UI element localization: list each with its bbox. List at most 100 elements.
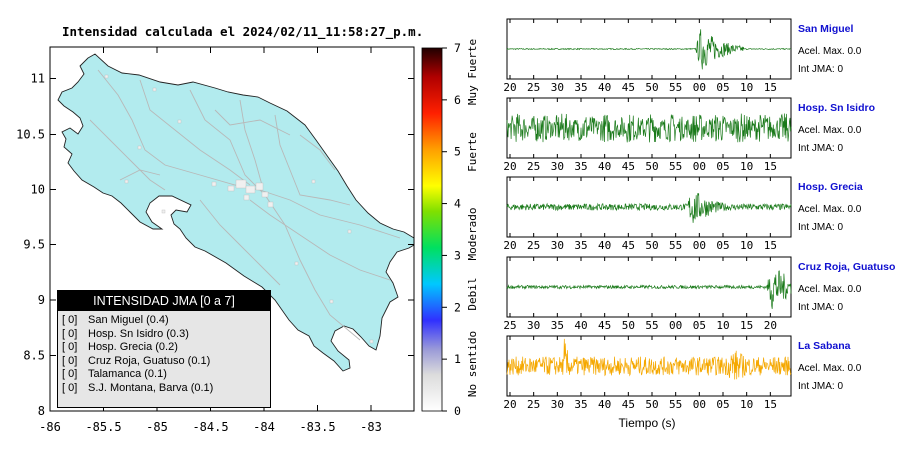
map-y-tick-label: 9 [38, 293, 45, 307]
waveform-tick-label: 55 [669, 398, 682, 411]
colorbar-tick-label: 6 [454, 93, 461, 107]
map-title: Intensidad calculada el 2024/02/11_11:58… [62, 24, 424, 39]
map-x-tick-label: -86 [39, 420, 61, 434]
waveform-tick-label: 30 [551, 239, 564, 252]
station-accel: Acel. Max. 0.0 [798, 204, 862, 215]
map-x-tick-label: -85 [146, 420, 168, 434]
waveform-tick-label: 10 [740, 160, 753, 173]
legend-item: [ 0] San Miguel (0.4) [62, 314, 270, 328]
waveform-tick-label: 05 [716, 398, 729, 411]
waveform-tick-label: 45 [622, 239, 635, 252]
waveform-tick-label: 40 [574, 319, 587, 332]
waveform-tick-label: 10 [740, 398, 753, 411]
waveform-tick-label: 00 [693, 160, 706, 173]
waveform-tick-label: 25 [503, 319, 516, 332]
colorbar-tick-label: 4 [454, 197, 461, 211]
map-x-axis: -86 -85.5 -85 -84.5 -84 -83.5 -83 [39, 47, 382, 434]
colorbar-category-label: Muy Fuerte [466, 39, 479, 105]
legend-item-label: Cruz Roja, Guatuso (0.1) [88, 354, 211, 367]
waveform-tick-label: 30 [551, 160, 564, 173]
waveform-tick-label: 40 [598, 81, 611, 94]
station-intensity: Int JMA: 0 [798, 381, 844, 392]
station-intensity: Int JMA: 0 [798, 64, 844, 75]
waveform-tick-label: 10 [716, 319, 729, 332]
colorbar-scale [421, 47, 443, 412]
waveform-tick-label: 50 [622, 319, 635, 332]
colorbar-category-label: Fuerte [466, 132, 479, 172]
waveform-tick-label: 05 [716, 81, 729, 94]
waveform-tick-label: 55 [669, 160, 682, 173]
waveform-tick-label: 55 [669, 81, 682, 94]
map-y-tick-label: 10.5 [16, 128, 45, 142]
legend-item: [ 0] Hosp. Sn Isidro (0.3) [62, 328, 270, 342]
colorbar-tick-label: 3 [454, 248, 461, 262]
waveform-panel: 20 25 30 35 40 45 50 55 00 05 10 15 [503, 97, 792, 173]
colorbar-category-label: Moderado [466, 208, 479, 261]
waveform-tick-label: 35 [551, 319, 564, 332]
legend-item-value: [ 0] [62, 381, 78, 394]
waveform-tick-label: 40 [598, 398, 611, 411]
waveform-panels: 20 25 30 35 40 45 50 55 00 05 10 15 20 25 30 35 40 45 50 55… [503, 18, 792, 411]
legend-item-label: Talamanca (0.1) [88, 368, 167, 381]
waveform-tick-label: 30 [551, 81, 564, 94]
map-y-tick-label: 8.5 [23, 349, 45, 363]
colorbar-category-label: No sentido [466, 331, 479, 397]
legend-title: INTENSIDAD JMA [0 a 7] [58, 291, 270, 311]
waveform-tick-label: 20 [503, 160, 516, 173]
waveform-trace [506, 113, 792, 143]
colorbar-tick-label: 7 [454, 41, 461, 55]
waveform-tick-label: 35 [574, 239, 587, 252]
waveform-trace [506, 270, 792, 309]
waveform-tick-label: 15 [764, 398, 777, 411]
waveform-tick-label: 20 [503, 81, 516, 94]
waveform-tick-label: 30 [527, 319, 540, 332]
waveform-tick-label: 25 [527, 81, 540, 94]
legend-item: [ 0] S.J. Montana, Barva (0.1) [62, 382, 270, 396]
waveform-tick-label: 15 [764, 239, 777, 252]
station-accel: Acel. Max. 0.0 [798, 284, 862, 295]
legend-item: [ 0] Cruz Roja, Guatuso (0.1) [62, 355, 270, 369]
waveform-tick-label: 35 [574, 160, 587, 173]
colorbar-tick-label: 2 [454, 300, 461, 314]
legend-items: [ 0] San Miguel (0.4) [ 0] Hosp. Sn Isidro … [58, 311, 270, 396]
waveform-tick-label: 00 [693, 239, 706, 252]
waveform-trace [506, 338, 792, 380]
waveform-tick-label: 55 [669, 239, 682, 252]
colorbar-category-label: Debil [466, 277, 479, 310]
waveform-tick-label: 05 [716, 239, 729, 252]
waveform-panel: 25 30 35 40 45 50 55 00 05 10 15 20 [503, 256, 792, 332]
station-accel: Acel. Max. 0.0 [798, 125, 862, 136]
station-accel: Acel. Max. 0.0 [798, 363, 862, 374]
station-name: Hosp. Sn Isidro [798, 102, 876, 114]
map-x-tick-label: -84.5 [192, 420, 228, 434]
waveform-tick-label: 05 [716, 160, 729, 173]
waveform-tick-label: 20 [503, 398, 516, 411]
colorbar-tick-label: 1 [454, 352, 461, 366]
map-x-tick-label: -84 [253, 420, 275, 434]
legend-item-label: Hosp. Sn Isidro (0.3) [88, 327, 189, 340]
waveform-tick-label: 45 [622, 398, 635, 411]
waveform-panel: 20 25 30 35 40 45 50 55 00 05 10 15 [503, 18, 792, 94]
map-y-axis: 11 10.5 10 9.5 9 8.5 8 [16, 72, 414, 418]
waveform-tick-label: 20 [503, 239, 516, 252]
legend-item-value: [ 0] [62, 314, 78, 326]
waveform-tick-label: 35 [574, 81, 587, 94]
waveform-tick-label: 20 [764, 319, 777, 332]
station-name: La Sabana [798, 340, 851, 352]
colorbar: 0 1 2 3 4 5 6 7 No sentido Debil Moderado Fuerte Mu… [421, 39, 479, 418]
waveform-tick-label: 00 [669, 319, 682, 332]
waveform-tick-label: 45 [598, 319, 611, 332]
legend-item: [ 0] Hosp. Grecia (0.2) [62, 341, 270, 355]
waveform-tick-label: 10 [740, 81, 753, 94]
station-intensity: Int JMA: 0 [798, 302, 844, 313]
colorbar-tick-label: 5 [454, 145, 461, 159]
map-x-tick-label: -83 [360, 420, 382, 434]
map-x-tick-label: -85.5 [85, 420, 121, 434]
map-x-tick-label: -83.5 [299, 420, 335, 434]
waveform-tick-label: 50 [645, 239, 658, 252]
station-name: Cruz Roja, Guatuso [798, 261, 896, 273]
map-y-tick-label: 8 [38, 404, 45, 418]
legend-item-label: S.J. Montana, Barva (0.1) [88, 381, 214, 394]
intensity-legend: INTENSIDAD JMA [0 a 7] [ 0] San Miguel (0… [57, 290, 271, 408]
